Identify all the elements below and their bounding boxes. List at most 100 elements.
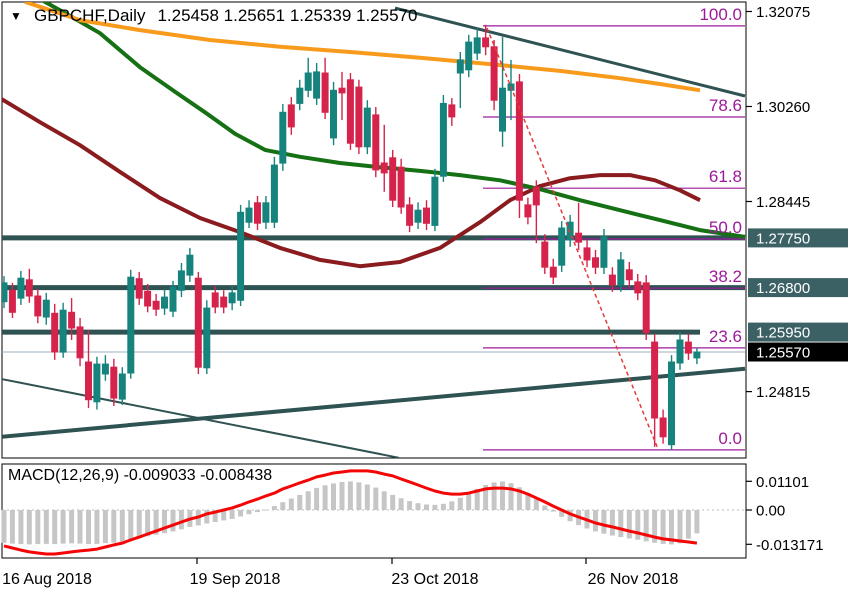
macd-histogram-bar	[339, 481, 345, 510]
macd-histogram-bar	[111, 510, 117, 543]
candle	[448, 98, 456, 126]
macd-axis-label: 0.01101	[756, 474, 809, 491]
candle	[397, 158, 405, 214]
chart-title-ohlc: 1.25458 1.25651 1.25339 1.25570	[157, 6, 418, 25]
candle-body	[532, 186, 540, 206]
candle-body	[76, 326, 84, 359]
macd-histogram-bar	[94, 510, 100, 544]
macd-histogram-bar	[415, 503, 421, 510]
macd-histogram-bar	[432, 504, 438, 510]
macd-histogram-bar	[424, 504, 429, 510]
candle	[575, 202, 583, 250]
candle-body	[228, 292, 236, 304]
macd-histogram-bar	[212, 510, 218, 522]
candle-body	[177, 270, 185, 291]
price-axis-label: 1.32075	[756, 4, 810, 21]
candle-body	[684, 341, 692, 354]
macd-signal-line	[3, 469, 698, 556]
candle	[85, 330, 92, 409]
candle	[473, 28, 481, 60]
candle	[8, 282, 16, 318]
candle	[693, 347, 701, 365]
candle	[524, 197, 532, 225]
candle-body	[499, 87, 506, 132]
candle	[515, 74, 523, 218]
fibonacci-level-label: 38.2	[709, 267, 742, 286]
candle-body	[68, 311, 76, 329]
macd-histogram-bar	[271, 506, 277, 510]
candle	[296, 79, 304, 111]
macd-indicator-label: MACD(12,26,9) -0.009033 -0.008438	[8, 467, 273, 484]
macd-histogram-bar	[69, 510, 75, 544]
time-axis[interactable]: 16 Aug 2018 19 Sep 2018 23 Oct 2018 26 Nov …	[2, 558, 678, 588]
macd-histogram-bar	[533, 499, 539, 510]
candle	[490, 40, 498, 111]
candle-body	[338, 87, 346, 94]
candle-body	[321, 72, 329, 113]
candle	[161, 289, 168, 315]
candle	[414, 202, 422, 229]
candle	[2, 276, 8, 309]
macd-histogram-bar	[238, 510, 244, 517]
candle-body	[254, 202, 261, 224]
candle-body	[203, 307, 211, 369]
candle	[372, 107, 380, 178]
candle	[262, 196, 270, 229]
candle-body	[127, 276, 135, 374]
candle	[93, 356, 101, 410]
candle-body	[414, 209, 422, 223]
symbol-dropdown-icon[interactable]: ▼	[10, 9, 22, 23]
chart-title: GBPCHF,Daily 1.25458 1.25651 1.25339 1.25…	[34, 6, 417, 26]
macd-histogram-bar	[643, 510, 649, 542]
candle	[625, 262, 633, 288]
macd-histogram-bar	[500, 481, 505, 510]
macd-histogram-bar	[516, 487, 522, 510]
fibonacci-level-label: 50.0	[709, 218, 742, 237]
macd-histogram-bar	[593, 510, 598, 532]
candle	[456, 52, 464, 109]
candle	[169, 280, 177, 317]
candle-body	[211, 292, 219, 308]
macd-histogram-bar	[626, 510, 632, 539]
candle	[355, 79, 363, 155]
time-axis-label: 16 Aug 2018	[2, 571, 92, 588]
candle	[380, 124, 388, 192]
macd-histogram-bar	[567, 510, 573, 522]
macd-histogram-bar	[305, 491, 311, 511]
price-badge-label: 1.27750	[756, 230, 810, 247]
macd-histogram-bar	[297, 494, 303, 510]
macd-histogram-bar	[102, 510, 108, 544]
candle-body	[642, 282, 650, 334]
candle	[634, 274, 642, 301]
macd-histogram-bar	[128, 510, 134, 540]
level-price-badge	[748, 322, 848, 342]
macd-histogram-bar	[440, 503, 446, 511]
price-axis[interactable]: 1.32075 1.30260 1.28445 1.24815 1.27750 1.268…	[746, 4, 848, 401]
candle	[270, 156, 278, 228]
candle	[389, 149, 397, 207]
fibonacci-level-label: 100.0	[699, 5, 742, 24]
candle	[228, 286, 236, 311]
candle-body	[473, 37, 481, 54]
candle-body	[262, 202, 270, 223]
candle-body	[270, 164, 278, 223]
level-price-badge	[748, 228, 848, 248]
macd-histogram-bar	[407, 501, 413, 510]
macd-histogram-bar	[635, 510, 641, 540]
macd-layer: 0.01101 0.00 -0.013171	[1, 469, 824, 556]
candle	[34, 289, 42, 324]
candle-body	[93, 363, 101, 403]
candle-body	[634, 281, 642, 294]
candle-body	[186, 254, 194, 276]
ma-mid-green	[41, 2, 746, 239]
candle	[25, 268, 33, 303]
fibonacci-level-label: 61.8	[709, 167, 742, 186]
candle	[439, 95, 447, 182]
candle	[499, 36, 506, 147]
price-badge-label: 1.26800	[756, 280, 810, 297]
dashed-move-line	[486, 27, 659, 450]
candle	[245, 200, 253, 228]
candle-body	[330, 89, 337, 139]
candle	[431, 168, 439, 232]
macd-histogram-bar	[474, 488, 480, 510]
